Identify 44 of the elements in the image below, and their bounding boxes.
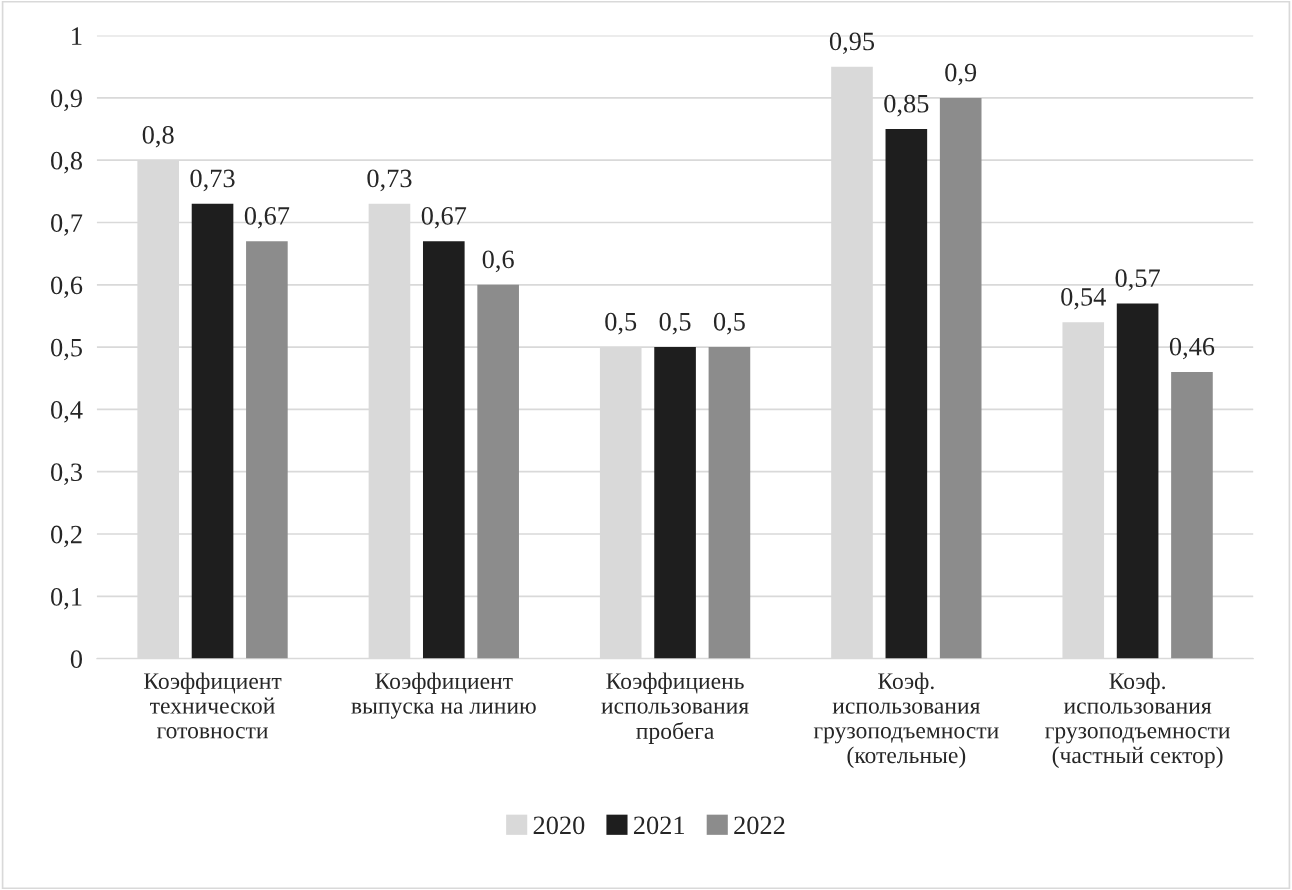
data-label: 0,67	[244, 206, 290, 229]
data-label: 0,5	[605, 312, 637, 335]
y-tick-label: 0,7	[51, 214, 83, 236]
x-tick-label: Коэф. использования грузоподъемности (частный сектор)	[1045, 672, 1230, 769]
data-label: 0,95	[829, 32, 875, 55]
bar	[939, 97, 982, 659]
bar	[422, 241, 465, 659]
legend-label: 2020	[533, 816, 585, 835]
x-tick-label: Коэффициент технической готовности	[143, 672, 282, 739]
bar	[191, 203, 234, 659]
data-label: 0,5	[713, 312, 745, 335]
data-label: 0,9	[945, 63, 977, 86]
y-tick-label: 0,3	[51, 463, 82, 485]
y-tick-label: 0,1	[51, 587, 82, 610]
y-tick-label: 0,5	[51, 338, 82, 361]
legend-label: 2021	[633, 816, 684, 835]
bar	[708, 347, 751, 659]
x-tick-label: Коэффициент выпуска на линию	[351, 672, 536, 719]
bar	[654, 347, 696, 659]
bar	[885, 129, 928, 659]
data-label: 0,46	[1169, 337, 1215, 360]
y-tick-label: 0,9	[51, 89, 82, 112]
data-label: 0,85	[884, 94, 929, 117]
data-label: 0,67	[421, 206, 467, 229]
y-tick-label: 0	[70, 650, 83, 669]
data-label: 0,57	[1115, 269, 1160, 291]
data-label: 0,8	[142, 125, 174, 148]
bar	[1171, 372, 1213, 659]
legend-label: 2022	[734, 816, 785, 835]
data-label: 0,73	[190, 169, 235, 192]
data-label: 0,6	[482, 250, 514, 273]
data-label: 0,54	[1061, 287, 1106, 310]
bar	[246, 241, 288, 659]
x-tick-label: Коэффициень использования пробега	[601, 672, 749, 744]
data-label: 0,73	[367, 169, 412, 192]
bar	[1116, 303, 1159, 659]
y-tick-label: 0,4	[51, 401, 83, 423]
bar	[477, 284, 519, 659]
y-tick-label: 0,6	[51, 276, 83, 299]
y-tick-label: 1	[72, 27, 82, 45]
x-tick-label: Коэф. использования грузоподъемности (котельные)	[813, 672, 999, 769]
y-tick-label: 0,8	[51, 151, 83, 174]
data-label: 0,5	[659, 312, 691, 335]
y-tick-label: 0,2	[51, 525, 82, 548]
